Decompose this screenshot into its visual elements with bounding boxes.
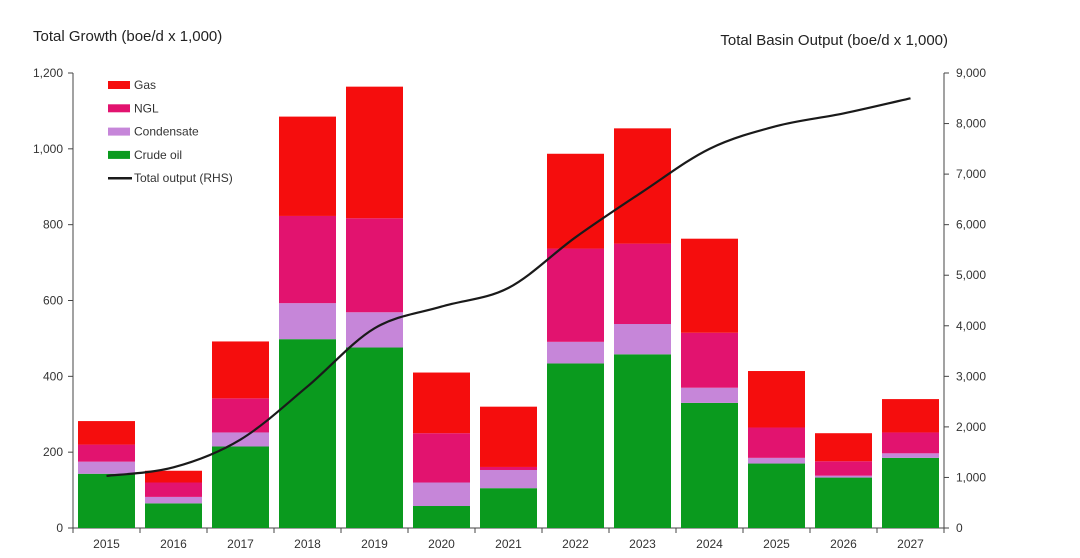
legend-swatch	[108, 104, 130, 113]
bar-condensate	[815, 475, 872, 478]
legend-label: Gas	[134, 78, 156, 92]
bar-ngl	[614, 243, 671, 325]
x-tick-label: 2027	[897, 537, 924, 551]
left-tick-label: 1,000	[33, 142, 63, 156]
x-tick-label: 2017	[227, 537, 254, 551]
legend-label: NGL	[134, 101, 159, 115]
bar-crude-oil	[480, 488, 537, 528]
bar-crude-oil	[748, 463, 805, 528]
x-tick-label: 2018	[294, 537, 321, 551]
bar-condensate	[882, 453, 939, 458]
left-axis-title: Total Growth (boe/d x 1,000)	[33, 28, 222, 45]
legend-swatch	[108, 81, 130, 89]
bar-crude-oil	[346, 347, 403, 528]
bar-gas	[882, 399, 939, 433]
bar-condensate	[748, 457, 805, 464]
right-tick-label: 4,000	[956, 319, 986, 333]
right-tick-label: 8,000	[956, 117, 986, 131]
bar-ngl	[279, 215, 336, 304]
right-axis-title: Total Basin Output (boe/d x 1,000)	[720, 32, 948, 49]
bar-gas	[279, 116, 336, 216]
bar-condensate	[78, 461, 135, 474]
right-tick-label: 2,000	[956, 420, 986, 434]
plot-area: 0 200 400 600 800 1,000 1,200 0 1,000 2,000 3,000 4…	[33, 66, 986, 551]
right-tick-label: 3,000	[956, 369, 986, 383]
x-tick-label: 2025	[763, 537, 790, 551]
right-tick-label: 6,000	[956, 218, 986, 232]
bar-gas	[480, 406, 537, 467]
bar-gas	[145, 470, 202, 483]
x-tick-label: 2024	[696, 537, 723, 551]
bar-condensate	[547, 341, 604, 364]
bar-ngl	[480, 466, 537, 470]
x-tick-label: 2020	[428, 537, 455, 551]
legend-label: Condensate	[134, 125, 199, 139]
bar-crude-oil	[815, 477, 872, 528]
legend-swatch	[108, 150, 130, 159]
bar-condensate	[614, 324, 671, 355]
legend-swatch	[108, 127, 130, 136]
bar-condensate	[681, 387, 738, 403]
bar-gas	[815, 433, 872, 462]
bar-crude-oil	[145, 503, 202, 528]
bar-ngl	[681, 332, 738, 388]
bar-gas	[413, 372, 470, 434]
bar-ngl	[748, 427, 805, 458]
bar-condensate	[279, 303, 336, 340]
bar-crude-oil	[882, 457, 939, 528]
bar-crude-oil	[78, 473, 135, 528]
x-tick-label: 2021	[495, 537, 522, 551]
legend: Gas NGL Condensate Crude oil Total output (R…	[108, 78, 233, 185]
bar-ngl	[815, 461, 872, 476]
bar-ngl	[882, 432, 939, 454]
left-tick-label: 400	[43, 369, 63, 383]
left-tick-label: 1,200	[33, 66, 63, 80]
bar-gas	[547, 153, 604, 249]
x-tick-label: 2015	[93, 537, 120, 551]
right-tick-label: 9,000	[956, 66, 986, 80]
left-tick-label: 200	[43, 445, 63, 459]
x-tick-label: 2023	[629, 537, 656, 551]
bar-ngl	[78, 444, 135, 462]
right-tick-label: 0	[956, 521, 963, 535]
x-tick-label: 2016	[160, 537, 187, 551]
bar-gas	[346, 86, 403, 219]
right-tick-label: 7,000	[956, 167, 986, 181]
left-tick-label: 800	[43, 218, 63, 232]
legend-label: Crude oil	[134, 148, 182, 162]
bar-condensate	[413, 482, 470, 507]
right-tick-label: 5,000	[956, 268, 986, 282]
bar-ngl	[346, 218, 403, 313]
bar-ngl	[212, 398, 269, 433]
x-tick-label: 2026	[830, 537, 857, 551]
bar-gas	[681, 238, 738, 333]
total-output-line	[106, 97, 911, 478]
x-tick-label: 2019	[361, 537, 388, 551]
bar-condensate	[145, 496, 202, 504]
bar-crude-oil	[614, 354, 671, 528]
bar-gas	[614, 128, 671, 244]
right-tick-label: 1,000	[956, 470, 986, 484]
bar-gas	[212, 341, 269, 399]
bar-ngl	[413, 433, 470, 483]
bar-ngl	[547, 248, 604, 342]
bar-crude-oil	[681, 402, 738, 528]
bar-gas	[748, 371, 805, 428]
bar-ngl	[145, 482, 202, 497]
legend-label: Total output (RHS)	[134, 171, 233, 185]
bar-condensate	[480, 469, 537, 489]
bar-crude-oil	[212, 446, 269, 528]
x-tick-label: 2022	[562, 537, 589, 551]
left-tick-label: 0	[56, 521, 63, 535]
left-tick-label: 600	[43, 294, 63, 308]
bar-crude-oil	[413, 506, 470, 528]
bar-gas	[78, 421, 135, 445]
bar-crude-oil	[547, 363, 604, 528]
